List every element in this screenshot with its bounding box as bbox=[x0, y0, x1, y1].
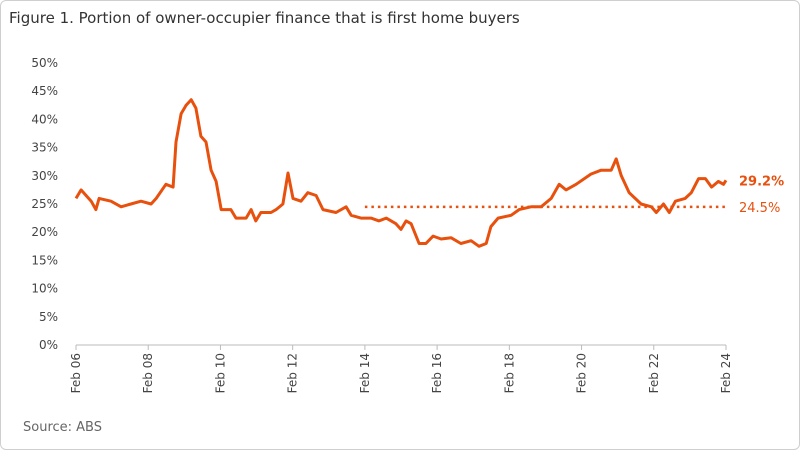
y-tick-label: 15% bbox=[31, 253, 58, 267]
y-tick-label: 25% bbox=[31, 197, 58, 211]
reference-label: 24.5% bbox=[739, 201, 780, 216]
x-tick-label: Feb 20 bbox=[575, 353, 589, 393]
y-tick-label: 20% bbox=[31, 225, 58, 239]
x-tick-label: Feb 06 bbox=[69, 353, 83, 393]
y-tick-label: 30% bbox=[31, 169, 58, 183]
chart-title: Figure 1. Portion of owner-occupier fina… bbox=[9, 9, 520, 27]
x-tick-label: Feb 12 bbox=[286, 353, 300, 393]
source-note: Source: ABS bbox=[23, 420, 102, 435]
x-tick-label: Feb 08 bbox=[141, 353, 155, 393]
x-tick-label: Feb 22 bbox=[647, 353, 661, 393]
x-tick-label: Feb 10 bbox=[213, 353, 227, 393]
y-tick-label: 40% bbox=[31, 112, 58, 126]
x-tick-label: Feb 14 bbox=[358, 353, 372, 393]
y-tick-label: 45% bbox=[31, 84, 58, 98]
y-tick-label: 10% bbox=[31, 282, 58, 296]
end-value-label: 29.2% bbox=[739, 174, 784, 189]
x-tick-label: Feb 18 bbox=[502, 353, 516, 393]
y-tick-label: 5% bbox=[39, 310, 58, 324]
series-line bbox=[74, 98, 728, 248]
y-tick-label: 0% bbox=[39, 338, 58, 352]
y-tick-label: 35% bbox=[31, 141, 58, 155]
x-tick-label: Feb 24 bbox=[719, 353, 733, 393]
x-tick-label: Feb 16 bbox=[430, 353, 444, 393]
y-tick-label: 50% bbox=[31, 56, 58, 70]
